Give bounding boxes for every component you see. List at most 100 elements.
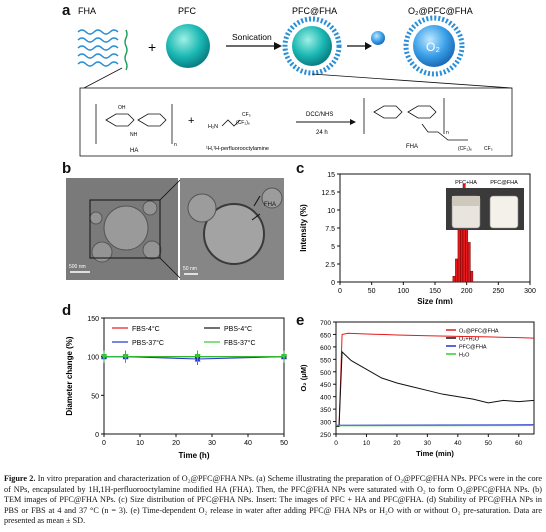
x-tick-label: 60 xyxy=(515,440,523,447)
y-axis-label: Intensity (%) xyxy=(299,204,308,252)
data-point xyxy=(281,354,287,360)
panel-b-letter: b xyxy=(62,160,72,177)
inset-vial-pfcfha xyxy=(489,195,519,229)
tem-scale-bar-50nm: 50 nm xyxy=(183,266,197,272)
x-axis-label: Time (h) xyxy=(179,451,210,460)
reagent-cf2: (CF₂)₆ xyxy=(236,120,250,126)
y-tick-label: 7.5 xyxy=(325,226,335,233)
x-tick-label: 0 xyxy=(334,440,338,447)
x-tick-label: 0 xyxy=(338,288,342,295)
reagent-cf3: CF₃ xyxy=(242,112,251,118)
y-tick-label: 12.5 xyxy=(321,190,335,197)
ha-label: HA xyxy=(130,148,138,154)
fha-n-label: n xyxy=(446,130,449,136)
x-tick-label: 40 xyxy=(244,440,252,447)
x-tick-label: 30 xyxy=(208,440,216,447)
fha-structure-icon xyxy=(363,98,468,141)
ha-n-label: n xyxy=(174,142,177,148)
dcc-label: DCC/NHS xyxy=(306,112,333,118)
reaction-plus: + xyxy=(188,115,194,127)
y-axis-label: O₂ (μM) xyxy=(299,364,308,392)
x-tick-label: 50 xyxy=(280,440,288,447)
y-tick-label: 650 xyxy=(320,332,331,339)
scheme-sonication-label: Sonication xyxy=(232,32,272,42)
x-tick-label: 20 xyxy=(393,440,401,447)
panel-a-letter: a xyxy=(62,2,71,19)
x-tick-label: 250 xyxy=(492,288,504,295)
y-tick-label: 700 xyxy=(320,320,331,327)
y-tick-label: 15 xyxy=(327,172,335,179)
legend-label: O₂@PFC@FHA xyxy=(459,329,499,335)
legend-label: FBS-37°C xyxy=(224,339,256,347)
caption-lead: Figure 2. xyxy=(4,474,36,483)
time-label: 24 h xyxy=(316,130,328,136)
zoom-lines xyxy=(160,179,180,279)
fha-chains-icon xyxy=(77,29,128,71)
o2-release-chart: 0 10 20 30 40 50 60 250 300 350 400 450 500 550 600 650… xyxy=(299,320,535,458)
panel-d-letter: d xyxy=(62,302,72,319)
x-axis-label: Time (min) xyxy=(416,449,454,458)
tem-image-low-mag: 500 nm xyxy=(66,178,178,280)
y-tick-label: 600 xyxy=(320,345,331,352)
scheme-plus: + xyxy=(148,39,156,55)
x-tick-label: 150 xyxy=(429,288,441,295)
fha-product-label: FHA xyxy=(406,144,418,150)
legend-label: FBS-4°C xyxy=(132,325,160,333)
x-tick-label: 50 xyxy=(485,440,493,447)
size-bar xyxy=(467,242,471,283)
y-tick-label: 50 xyxy=(91,393,99,400)
scheme-fha-label: FHA xyxy=(78,6,96,16)
series-line xyxy=(336,350,535,428)
reagent-h2n: H₂N xyxy=(208,124,218,130)
o2-bubble-icon xyxy=(371,31,385,45)
size-bar xyxy=(457,227,461,283)
tem-scale-bar-500nm: 500 nm xyxy=(69,264,86,270)
legend-label: PFC@FHA xyxy=(459,345,487,351)
data-point xyxy=(122,354,129,360)
tem-image-high-mag: FHA 50 nm xyxy=(180,178,284,280)
panel-e-letter: e xyxy=(296,312,305,329)
legend-label: PBS-37°C xyxy=(132,339,164,347)
y-tick-label: 150 xyxy=(87,316,99,323)
stability-chart: 0 10 20 30 40 50 0 50 100 150 Time (h) Diameter cha… xyxy=(65,316,288,460)
x-tick-label: 40 xyxy=(454,440,462,447)
ha-structure-icon xyxy=(95,104,173,144)
inset-label: PFC@FHA xyxy=(490,180,518,186)
data-point xyxy=(101,354,107,360)
y-tick-label: 300 xyxy=(320,420,331,427)
y-tick-label: 450 xyxy=(320,382,331,389)
scheme-o2pfcfha-label: O₂@PFC@FHA xyxy=(408,6,473,16)
size-bar xyxy=(452,275,456,283)
y-tick-label: 350 xyxy=(320,407,331,414)
size-distribution-chart: 0 50 100 150 200 250 300 0 2.5 5 7.5 10 12.5 15 Size (… xyxy=(299,172,536,304)
x-tick-label: 30 xyxy=(424,440,432,447)
reaction-box xyxy=(79,87,513,157)
plot-frame xyxy=(103,317,285,435)
fha-cf2: (CF₂)₆ xyxy=(458,146,472,152)
legend-label: H₂O xyxy=(459,353,470,359)
inset-vial-pfc-ha-top xyxy=(452,196,480,206)
legend-label: PBS-4°C xyxy=(224,325,252,333)
x-tick-label: 10 xyxy=(363,440,371,447)
plot-frame xyxy=(335,321,535,435)
data-point xyxy=(194,354,201,360)
x-tick-label: 10 xyxy=(136,440,144,447)
y-axis-label: Diameter change (%) xyxy=(65,336,74,415)
x-tick-label: 20 xyxy=(172,440,180,447)
o2-core-label: O₂ xyxy=(426,40,440,54)
scheme-pfcfha-label: PFC@FHA xyxy=(292,6,337,16)
reagent-label: ¹H,¹H-perfluorooctylamine xyxy=(206,146,269,152)
x-tick-label: 0 xyxy=(102,440,106,447)
y-tick-label: 10 xyxy=(327,208,335,215)
x-tick-label: 100 xyxy=(397,288,409,295)
x-tick-label: 300 xyxy=(524,288,536,295)
legend-label: O₂+H₂O xyxy=(459,337,480,343)
y-tick-label: 250 xyxy=(320,432,331,439)
tem-fha-label: FHA xyxy=(264,202,276,208)
fha-cf3: CF₃ xyxy=(484,146,493,152)
caption-body: In vitro preparation and characterizatio… xyxy=(4,474,543,526)
ha-nh-label: NH xyxy=(130,132,138,138)
scheme-pfc-label: PFC xyxy=(178,6,197,16)
figure-caption: Figure 2. In vitro preparation and chara… xyxy=(4,474,542,527)
y-tick-label: 550 xyxy=(320,357,331,364)
